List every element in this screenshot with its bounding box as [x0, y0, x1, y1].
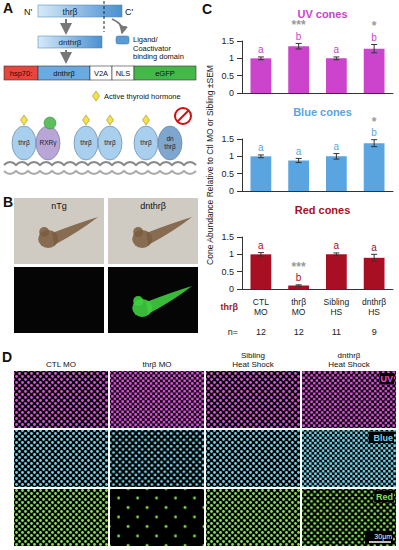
svg-text:9: 9 — [372, 327, 377, 337]
svg-text:Blue: Blue — [373, 433, 393, 443]
svg-text:a: a — [371, 242, 377, 253]
svg-text:UV cones: UV cones — [297, 8, 347, 20]
svg-text:a: a — [258, 142, 264, 153]
svg-text:1: 1 — [229, 53, 234, 63]
svg-text:thrβ: thrβ — [164, 143, 176, 151]
svg-text:Sibling: Sibling — [324, 297, 350, 307]
svg-text:b: b — [296, 272, 302, 283]
svg-text:Coactivator: Coactivator — [133, 43, 171, 53]
svg-text:a: a — [296, 146, 302, 157]
svg-text:hsp70:: hsp70: — [10, 69, 33, 78]
svg-text:0.5: 0.5 — [221, 71, 234, 81]
svg-text:dnthrβ: dnthrβ — [362, 297, 386, 307]
svg-text:Cone Abundance Relative to Ctl: Cone Abundance Relative to Ctl MO or Sib… — [205, 65, 215, 265]
svg-text:a: a — [334, 141, 340, 152]
svg-text:30μm: 30μm — [374, 533, 392, 541]
svg-text:thrβ: thrβ — [63, 7, 78, 17]
svg-text:thrβ MO: thrβ MO — [142, 360, 171, 369]
svg-text:a: a — [334, 44, 340, 55]
svg-text:MO: MO — [254, 307, 268, 317]
svg-text:1.5: 1.5 — [221, 36, 234, 46]
svg-text:C': C' — [125, 7, 133, 17]
svg-text:0.5: 0.5 — [221, 267, 234, 277]
svg-text:11: 11 — [332, 327, 341, 337]
svg-text:0: 0 — [229, 186, 234, 196]
svg-text:1.5: 1.5 — [221, 232, 234, 242]
svg-text:Heat Shock: Heat Shock — [328, 360, 370, 369]
svg-text:thrβ: thrβ — [18, 139, 30, 147]
svg-text:0: 0 — [229, 284, 234, 294]
svg-text:Ligand/: Ligand/ — [133, 35, 158, 44]
svg-text:*: * — [372, 19, 377, 33]
svg-text:thrβ: thrβ — [80, 139, 92, 147]
svg-text:dnthrβ: dnthrβ — [53, 69, 75, 78]
svg-text:nTg: nTg — [51, 201, 67, 211]
svg-text:UV: UV — [380, 374, 393, 384]
svg-text:thrβ: thrβ — [291, 297, 306, 307]
svg-text:eGFP: eGFP — [155, 69, 175, 78]
svg-text:dn: dn — [166, 135, 174, 142]
svg-text:Red: Red — [376, 492, 393, 502]
svg-text:Blue cones: Blue cones — [293, 106, 352, 118]
svg-text:thrβ: thrβ — [140, 139, 152, 147]
svg-text:b: b — [371, 127, 377, 138]
svg-text:HS: HS — [330, 307, 342, 317]
svg-text:*: * — [372, 115, 377, 129]
svg-text:binding domain: binding domain — [133, 52, 184, 61]
svg-text:HS: HS — [368, 307, 380, 317]
svg-text:12: 12 — [256, 327, 266, 337]
svg-text:MO: MO — [292, 307, 306, 317]
svg-text:dnthrβ: dnthrβ — [59, 38, 82, 47]
svg-text:N': N' — [24, 7, 32, 17]
svg-text:Red cones: Red cones — [295, 204, 351, 216]
svg-text:***: *** — [292, 260, 306, 274]
svg-text:CTL: CTL — [253, 297, 269, 307]
svg-text:Active thyroid hormone: Active thyroid hormone — [104, 92, 181, 101]
svg-text:A: A — [3, 0, 13, 16]
svg-text:0.5: 0.5 — [221, 169, 234, 179]
svg-text:n=: n= — [228, 327, 238, 337]
svg-text:CTL MO: CTL MO — [46, 360, 76, 369]
svg-text:b: b — [371, 32, 377, 43]
svg-text:Sibling: Sibling — [241, 351, 265, 360]
svg-text:NLS: NLS — [116, 69, 131, 78]
svg-text:12: 12 — [294, 327, 304, 337]
svg-text:a: a — [334, 240, 340, 251]
svg-text:a: a — [258, 44, 264, 55]
svg-text:dnthrβ: dnthrβ — [338, 351, 361, 360]
svg-text:***: *** — [292, 18, 306, 32]
svg-text:D: D — [2, 349, 12, 365]
svg-text:0: 0 — [229, 88, 234, 98]
svg-text:b: b — [296, 31, 302, 42]
svg-text:thrβ: thrβ — [104, 139, 116, 147]
svg-text:V2A: V2A — [94, 69, 108, 78]
svg-text:C: C — [202, 1, 212, 17]
svg-text:Heat Shock: Heat Shock — [232, 360, 274, 369]
svg-text:RXRγ: RXRγ — [40, 139, 58, 147]
svg-text:a: a — [258, 240, 264, 251]
svg-text:1.5: 1.5 — [221, 134, 234, 144]
svg-text:1: 1 — [229, 151, 234, 161]
svg-text:thrβ: thrβ — [221, 302, 239, 312]
svg-text:B: B — [3, 194, 13, 210]
svg-text:dnthrβ: dnthrβ — [140, 201, 166, 211]
svg-text:1: 1 — [229, 249, 234, 259]
